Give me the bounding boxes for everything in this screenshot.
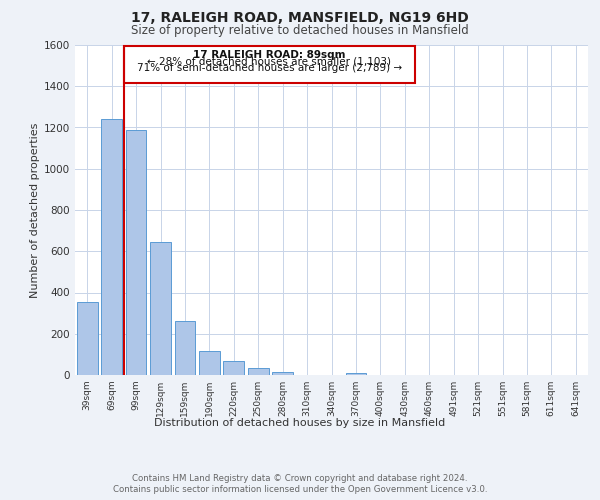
Bar <box>77 302 98 375</box>
Bar <box>248 368 269 375</box>
Text: 71% of semi-detached houses are larger (2,789) →: 71% of semi-detached houses are larger (… <box>137 62 402 72</box>
Bar <box>101 119 122 375</box>
FancyBboxPatch shape <box>124 46 415 83</box>
Text: ← 28% of detached houses are smaller (1,103): ← 28% of detached houses are smaller (1,… <box>148 57 391 67</box>
Text: Size of property relative to detached houses in Mansfield: Size of property relative to detached ho… <box>131 24 469 37</box>
Bar <box>175 322 196 375</box>
Text: Contains public sector information licensed under the Open Government Licence v3: Contains public sector information licen… <box>113 485 487 494</box>
Text: Distribution of detached houses by size in Mansfield: Distribution of detached houses by size … <box>154 418 446 428</box>
Text: 17 RALEIGH ROAD: 89sqm: 17 RALEIGH ROAD: 89sqm <box>193 50 346 59</box>
Text: Contains HM Land Registry data © Crown copyright and database right 2024.: Contains HM Land Registry data © Crown c… <box>132 474 468 483</box>
Bar <box>223 360 244 375</box>
Bar <box>346 372 367 375</box>
Y-axis label: Number of detached properties: Number of detached properties <box>30 122 40 298</box>
Bar <box>199 352 220 375</box>
Bar <box>272 372 293 375</box>
Text: 17, RALEIGH ROAD, MANSFIELD, NG19 6HD: 17, RALEIGH ROAD, MANSFIELD, NG19 6HD <box>131 12 469 26</box>
Bar <box>150 242 171 375</box>
Bar <box>125 130 146 375</box>
